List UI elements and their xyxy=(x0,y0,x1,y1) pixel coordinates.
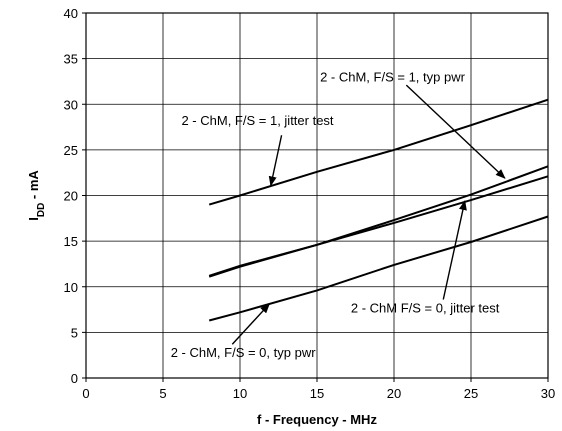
y-axis-label: IDD - mA xyxy=(26,170,47,221)
y-tick-label: 25 xyxy=(64,143,78,158)
x-tick-label: 5 xyxy=(159,386,166,401)
y-axis-label-main: I xyxy=(26,217,41,221)
y-tick-label: 35 xyxy=(64,52,78,67)
annotation-arrow xyxy=(405,84,506,179)
series-line-1 xyxy=(208,98,549,206)
x-tick-label: 20 xyxy=(387,386,401,401)
annotation-label: 2 - ChM, F/S = 1, jitter test xyxy=(181,113,333,128)
series-group xyxy=(208,98,549,322)
x-tick-label: 15 xyxy=(310,386,324,401)
annotation-label: 2 - ChM, F/S = 1, typ pwr xyxy=(320,69,466,84)
x-axis-label: f - Frequency - MHz xyxy=(257,412,377,427)
series-line-4 xyxy=(208,215,549,322)
tick-labels: 0 5 10 15 20 25 30 0 5 10 15 20 25 30 35 40 xyxy=(64,6,556,401)
x-tick-label: 0 xyxy=(82,386,89,401)
annotation-3: 2 - ChM F/S = 0, jitter test xyxy=(351,199,500,315)
y-tick-label: 30 xyxy=(64,97,78,112)
y-tick-label: 10 xyxy=(64,280,78,295)
y-tick-label: 5 xyxy=(71,325,78,340)
y-tick-label: 15 xyxy=(64,234,78,249)
x-tick-label: 10 xyxy=(233,386,247,401)
y-axis-label-rest: - mA xyxy=(26,170,41,203)
annotation-arrow xyxy=(268,135,283,187)
series-line-2 xyxy=(208,165,549,277)
y-axis-label-sub: DD xyxy=(36,203,47,217)
annotation-label: 2 - ChM F/S = 0, jitter test xyxy=(351,300,500,315)
annotation-1: 2 - ChM, F/S = 1, typ pwr xyxy=(320,69,506,179)
annotation-arrow xyxy=(442,199,467,300)
annotation-4: 2 - ChM, F/S = 0, typ pwr xyxy=(171,303,317,360)
x-tick-label: 30 xyxy=(541,386,555,401)
annotation-arrow xyxy=(231,303,270,345)
annotations: 2 - ChM, F/S = 1, typ pwr 2 - ChM, F/S = … xyxy=(171,69,506,360)
y-tick-label: 20 xyxy=(64,189,78,204)
annotation-2: 2 - ChM, F/S = 1, jitter test xyxy=(181,113,334,187)
x-tick-label: 25 xyxy=(464,386,478,401)
y-tick-label: 0 xyxy=(71,371,78,386)
annotation-label: 2 - ChM, F/S = 0, typ pwr xyxy=(171,345,317,360)
grid xyxy=(85,12,549,379)
y-tick-label: 40 xyxy=(64,6,78,21)
series-line-3 xyxy=(208,175,549,278)
